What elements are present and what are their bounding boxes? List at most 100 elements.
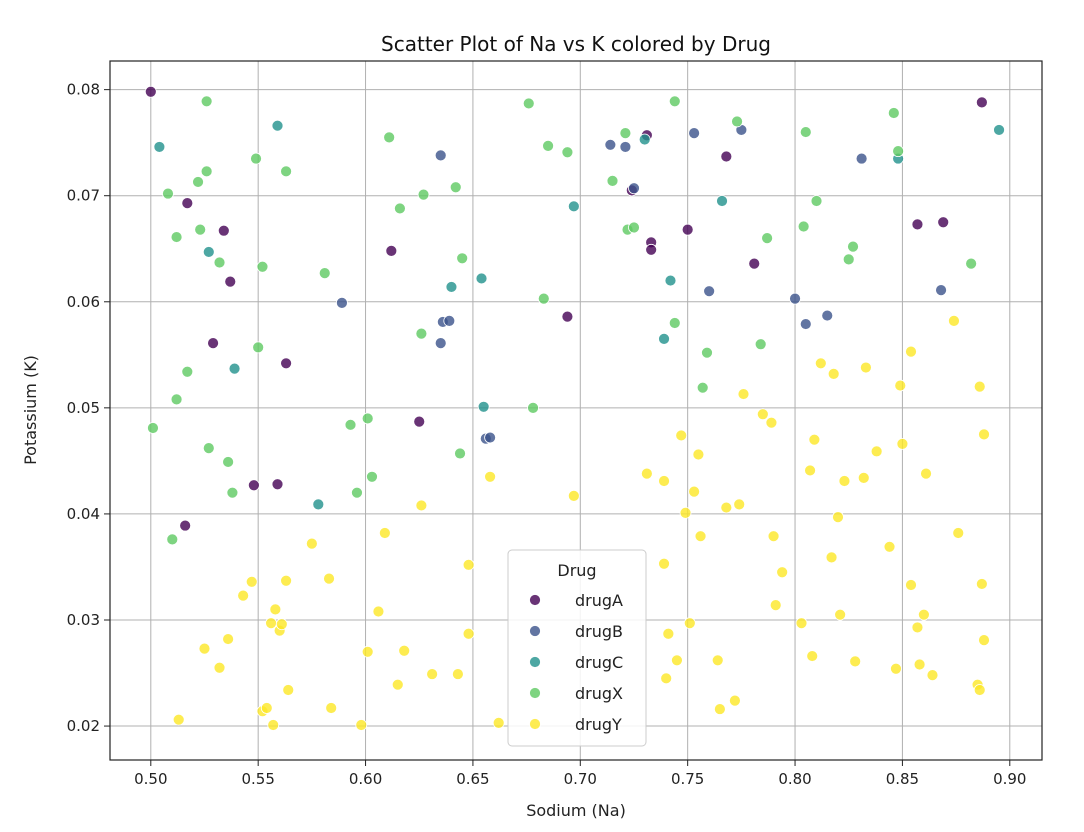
data-point-drugY — [280, 574, 292, 587]
data-point-drugY — [765, 416, 778, 429]
data-point-drugX — [222, 456, 235, 468]
data-point-drugY — [372, 605, 385, 618]
legend-title: Drug — [557, 561, 596, 580]
data-point-drugY — [973, 684, 986, 696]
data-point-drugX — [318, 267, 331, 280]
chart-title: Scatter Plot of Na vs K colored by Drug — [381, 32, 771, 56]
legend-marker — [529, 687, 541, 699]
data-point-drugB — [628, 182, 640, 195]
data-point-drugB — [799, 318, 812, 330]
data-point-drugY — [920, 467, 932, 480]
data-point-drugY — [269, 603, 282, 616]
data-point-drugY — [975, 578, 988, 590]
data-point-drugY — [926, 669, 939, 682]
data-point-drugB — [855, 152, 868, 165]
x-tick-label: 0.80 — [778, 770, 811, 788]
data-point-drugX — [537, 292, 550, 305]
data-point-drugX — [394, 202, 406, 215]
legend-item-drugY: drugY — [529, 715, 622, 734]
data-point-drugY — [769, 599, 782, 612]
x-tick-label: 0.90 — [993, 770, 1026, 788]
data-point-drugY — [767, 530, 780, 543]
data-point-drugC — [638, 133, 651, 146]
data-point-drugY — [267, 719, 280, 731]
data-point-drugY — [896, 438, 909, 450]
data-point-drugA — [207, 337, 219, 350]
data-point-drugY — [275, 618, 288, 631]
data-point-drugA — [561, 310, 574, 323]
data-point-drugY — [398, 644, 411, 657]
data-point-drugY — [415, 499, 428, 512]
data-point-drugA — [144, 85, 157, 98]
legend: Drug drugA drugB drugC drugX drugY — [507, 549, 647, 747]
data-point-drugY — [857, 471, 870, 484]
y-tick-label: 0.04 — [67, 505, 100, 523]
data-point-drugY — [894, 379, 907, 392]
data-point-drugY — [462, 627, 475, 640]
data-point-drugY — [827, 368, 840, 380]
data-point-drugY — [917, 608, 930, 621]
data-point-drugA — [911, 218, 924, 231]
data-point-drugA — [937, 216, 950, 229]
legend-label: drugA — [575, 591, 623, 610]
data-point-drugY — [567, 489, 580, 502]
data-point-drugY — [305, 537, 318, 550]
legend-item-drugX: drugX — [529, 684, 623, 703]
data-point-drugX — [194, 223, 207, 236]
data-point-drugX — [696, 381, 709, 394]
data-point-drugB — [434, 149, 447, 162]
data-point-drugY — [245, 575, 258, 588]
data-point-drugX — [417, 188, 430, 201]
data-point-drugB — [935, 284, 947, 297]
data-point-drugY — [679, 506, 692, 519]
data-point-drugY — [658, 557, 670, 570]
data-point-drugA — [247, 479, 260, 492]
data-point-drugX — [351, 486, 363, 499]
data-point-drugY — [756, 408, 769, 421]
data-point-drugC — [477, 400, 490, 413]
data-point-drugC — [202, 246, 215, 258]
legend-marker — [529, 656, 541, 668]
data-point-drugX — [454, 447, 466, 460]
data-point-drugC — [664, 274, 677, 287]
data-point-drugY — [222, 633, 235, 645]
data-point-drugX — [213, 256, 226, 269]
data-point-drugX — [456, 252, 469, 265]
data-point-drugY — [688, 485, 701, 498]
data-point-drugY — [978, 428, 990, 441]
data-point-drugA — [181, 197, 194, 210]
legend-label: drugY — [575, 715, 622, 734]
x-axis: 0.50 0.55 0.60 0.65 0.70 0.75 0.80 0.85 0.90 — [134, 760, 1026, 788]
data-point-drugY — [737, 388, 750, 400]
data-point-drugA — [280, 357, 292, 370]
data-point-drugA — [413, 415, 426, 428]
data-point-drugY — [426, 668, 439, 680]
data-point-drugB — [789, 292, 801, 305]
data-point-drugC — [716, 195, 728, 207]
legend-items: drugA drugB drugC drugX drugY — [529, 591, 623, 734]
data-point-drugY — [198, 642, 211, 655]
x-tick-label: 0.75 — [671, 770, 704, 788]
data-point-drugX — [344, 418, 357, 431]
data-point-drugX — [606, 174, 619, 187]
data-point-drugX — [761, 232, 774, 245]
data-point-drugY — [776, 566, 789, 579]
data-point-drugA — [179, 519, 192, 532]
data-point-drugX — [147, 422, 159, 434]
data-point-drugY — [675, 429, 688, 442]
data-point-drugX — [361, 412, 374, 425]
data-point-drugY — [683, 617, 696, 630]
data-point-drugC — [228, 362, 241, 375]
data-point-drugY — [711, 654, 724, 667]
data-point-drugY — [325, 702, 338, 714]
legend-marker — [529, 625, 541, 637]
data-point-drugY — [282, 684, 295, 696]
data-point-drugY — [834, 608, 847, 621]
data-point-drugY — [948, 314, 960, 327]
data-point-drugX — [628, 221, 640, 234]
data-point-drugB — [336, 296, 348, 309]
data-point-drugB — [688, 127, 701, 140]
data-point-drugY — [973, 380, 986, 393]
data-point-drugY — [660, 672, 673, 685]
